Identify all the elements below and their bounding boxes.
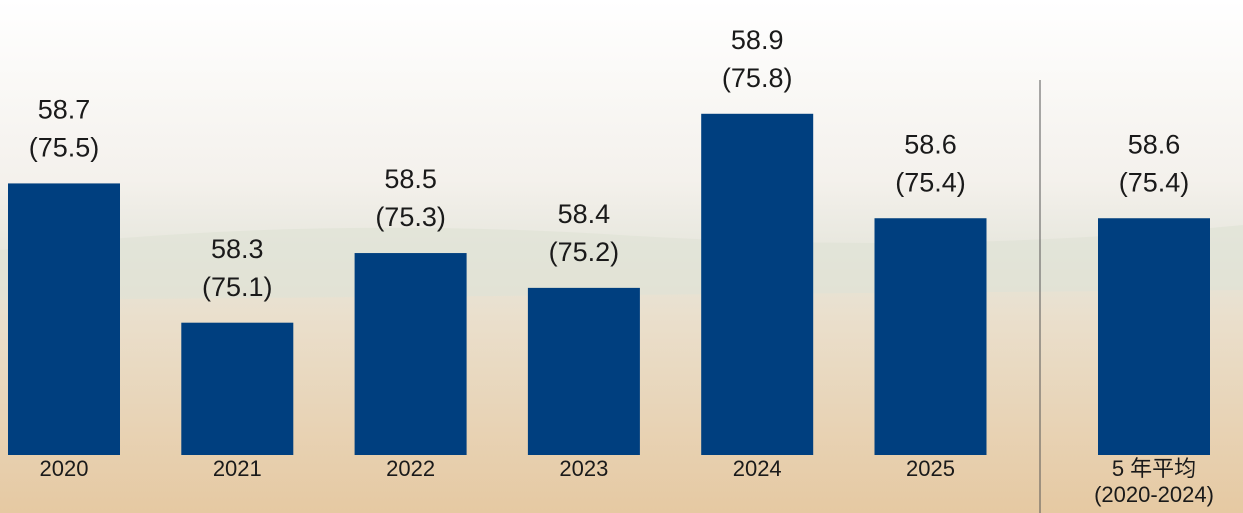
x-tick-label: 2023 xyxy=(559,456,608,481)
value-label: 58.7 xyxy=(38,95,91,125)
x-tick-label: 2024 xyxy=(733,456,782,481)
value-label: 58.9 xyxy=(731,25,784,55)
secondary-label: (75.1) xyxy=(202,272,273,302)
bar xyxy=(8,183,120,455)
bar xyxy=(181,322,294,455)
bar xyxy=(874,218,987,455)
x-tick-label: (2020-2024) xyxy=(1094,482,1214,507)
value-label: 58.4 xyxy=(558,199,611,229)
value-label: 58.6 xyxy=(1128,129,1181,159)
x-tick-label: 2025 xyxy=(906,456,955,481)
secondary-label: (75.8) xyxy=(722,63,793,93)
x-tick-label: 2020 xyxy=(40,456,89,481)
secondary-label: (75.5) xyxy=(29,133,100,163)
secondary-label: (75.4) xyxy=(895,167,966,197)
value-label: 58.5 xyxy=(384,164,437,194)
bar xyxy=(1098,218,1210,455)
bar xyxy=(354,253,467,455)
value-label: 58.6 xyxy=(904,129,957,159)
bar xyxy=(701,113,814,456)
bar xyxy=(527,287,640,455)
value-label: 58.3 xyxy=(211,234,264,264)
x-tick-label: 2022 xyxy=(386,456,435,481)
x-tick-label: 5 年平均 xyxy=(1112,456,1196,481)
x-tick-label: 2021 xyxy=(213,456,262,481)
secondary-label: (75.4) xyxy=(1119,167,1190,197)
secondary-label: (75.2) xyxy=(549,237,620,267)
secondary-label: (75.3) xyxy=(375,202,446,232)
